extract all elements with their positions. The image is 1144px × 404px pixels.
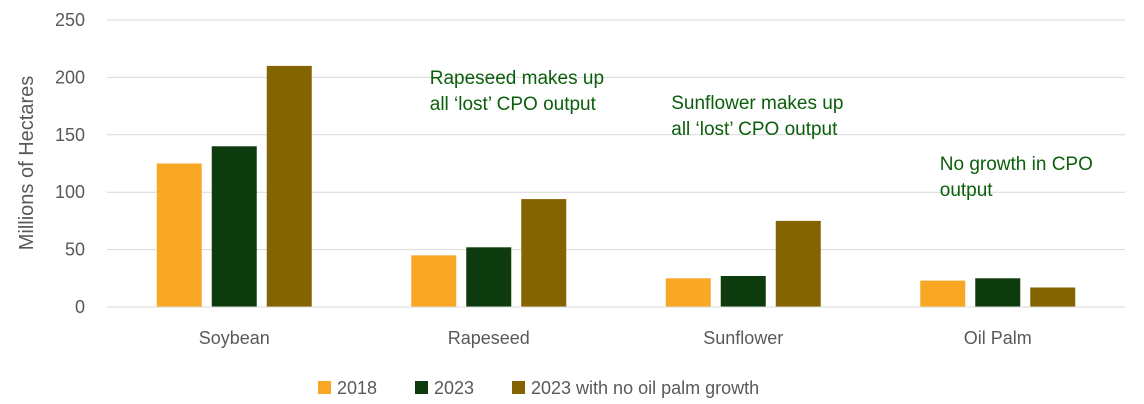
bar [156,163,202,307]
category-labels: Soybean Rapeseed Sunflower Oil Palm [199,328,1032,348]
y-tick-label: 250 [55,10,85,30]
y-tick-label: 100 [55,182,85,202]
annotations: Rapeseed makes up all ‘lost’ CPO output Su… [430,68,1093,201]
legend-label: 2023 with no oil palm growth [531,378,759,398]
bar [1030,287,1076,307]
annotation-text: Sunflower makes up [671,93,843,114]
legend: 2018 2023 2023 with no oil palm growth [318,378,759,398]
bar [211,146,257,307]
annotation-text: all ‘lost’ CPO output [671,119,838,140]
annotation-text: output [940,180,994,201]
x-category-label: Soybean [199,328,270,348]
bar [775,220,821,307]
gridlines [107,19,1125,251]
bars [156,65,1076,307]
x-category-label: Oil Palm [964,328,1032,348]
legend-swatch [415,381,428,394]
bar [975,278,1021,307]
legend-swatch [318,381,331,394]
x-category-label: Rapeseed [448,328,530,348]
bar [720,276,766,307]
bar [521,199,567,307]
annotation-text: Rapeseed makes up [430,68,604,89]
bar [466,247,512,307]
y-axis-label: Millions of Hectares [16,76,38,251]
annotation-text: No growth in CPO [940,154,1093,175]
y-axis-ticks: 0 50 100 150 200 250 [55,10,85,317]
y-tick-label: 150 [55,125,85,145]
bar [665,278,711,307]
y-tick-label: 200 [55,67,85,87]
legend-swatch [512,381,525,394]
legend-label: 2023 [434,378,474,398]
bar [411,255,457,307]
bar [920,280,966,307]
legend-label: 2018 [337,378,377,398]
y-tick-label: 0 [75,297,85,317]
annotation-text: all ‘lost’ CPO output [430,94,597,115]
y-tick-label: 50 [65,240,85,260]
x-category-label: Sunflower [703,328,783,348]
bar [266,65,312,307]
